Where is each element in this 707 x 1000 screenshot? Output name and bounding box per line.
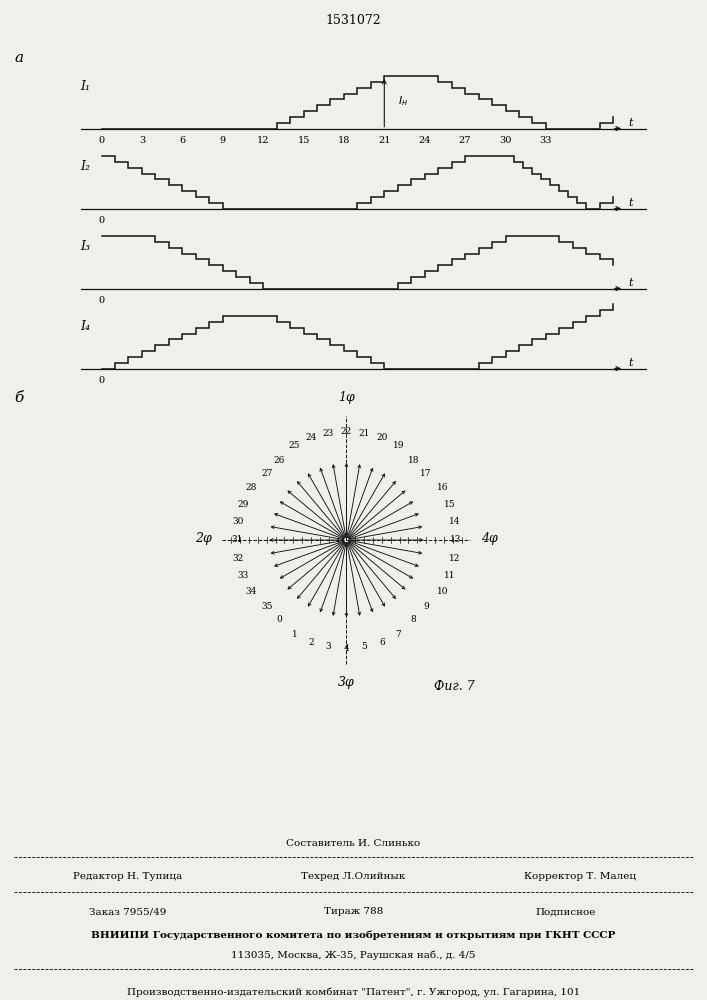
Text: t: t: [628, 198, 633, 208]
Text: 24: 24: [419, 136, 431, 145]
Text: 9: 9: [423, 602, 429, 611]
Text: Производственно-издательский комбинат "Патент", г. Ужгород, ул. Гагарина, 101: Производственно-издательский комбинат "П…: [127, 988, 580, 997]
Text: 10: 10: [436, 588, 448, 596]
Text: Редактор Н. Тупица: Редактор Н. Тупица: [73, 872, 182, 881]
Text: 19: 19: [392, 441, 404, 450]
Text: 18: 18: [407, 456, 419, 465]
Text: Составитель И. Слинько: Составитель И. Слинько: [286, 839, 421, 848]
Text: Тираж 788: Тираж 788: [324, 907, 383, 916]
Text: 25: 25: [288, 441, 300, 450]
Text: I₂: I₂: [81, 160, 90, 173]
Text: 22: 22: [341, 427, 352, 436]
Text: 34: 34: [245, 587, 257, 596]
Text: 14: 14: [449, 517, 460, 526]
Text: 20: 20: [376, 433, 387, 442]
Text: 2φ: 2φ: [195, 532, 212, 545]
Text: 27: 27: [261, 469, 272, 478]
Text: 3: 3: [139, 136, 145, 145]
Text: I₁: I₁: [81, 80, 90, 93]
Text: Подписное: Подписное: [535, 907, 596, 916]
Text: а: а: [14, 50, 23, 64]
Text: 4φ: 4φ: [481, 532, 498, 545]
Text: 0: 0: [98, 136, 105, 145]
Text: 17: 17: [421, 469, 432, 478]
Text: 33: 33: [539, 136, 552, 145]
Text: 2: 2: [308, 638, 314, 647]
Text: 6: 6: [180, 136, 185, 145]
Text: 0: 0: [98, 296, 105, 305]
Text: ВНИИПИ Государственного комитета по изобретениям и открытиям при ГКНТ СССР: ВНИИПИ Государственного комитета по изоб…: [91, 930, 616, 940]
Text: Фиг. 7: Фиг. 7: [434, 680, 475, 693]
Text: 32: 32: [233, 554, 244, 563]
Text: 1φ: 1φ: [338, 391, 355, 404]
Text: 33: 33: [238, 571, 249, 580]
Text: Корректор Т. Малец: Корректор Т. Малец: [524, 872, 636, 881]
Text: I₃: I₃: [81, 240, 90, 253]
Text: I₄: I₄: [81, 320, 90, 333]
Text: 16: 16: [436, 484, 448, 492]
Text: Техред Л.Олийнык: Техред Л.Олийнык: [301, 872, 406, 881]
Text: 29: 29: [238, 500, 249, 509]
Text: 27: 27: [459, 136, 472, 145]
Text: 13: 13: [450, 536, 462, 544]
Text: 1: 1: [291, 630, 298, 639]
Text: 0: 0: [98, 376, 105, 385]
Text: 30: 30: [499, 136, 512, 145]
Text: 3φ: 3φ: [338, 676, 355, 689]
Text: 0: 0: [276, 615, 283, 624]
Text: 21: 21: [378, 136, 390, 145]
Text: 113035, Москва, Ж-35, Раушская наб., д. 4/5: 113035, Москва, Ж-35, Раушская наб., д. …: [231, 951, 476, 960]
Text: 5: 5: [361, 642, 368, 651]
Text: 26: 26: [274, 456, 285, 465]
Text: 21: 21: [358, 429, 370, 438]
Text: 15: 15: [298, 136, 310, 145]
Text: 7: 7: [395, 630, 402, 639]
Text: t: t: [628, 278, 633, 288]
Text: 3: 3: [325, 642, 331, 651]
Text: 4: 4: [344, 644, 349, 653]
Text: 11: 11: [444, 571, 455, 580]
Text: 30: 30: [233, 517, 244, 526]
Text: t: t: [628, 118, 633, 128]
Text: t: t: [628, 358, 633, 368]
Text: 24: 24: [305, 433, 317, 442]
Text: 35: 35: [261, 602, 272, 611]
Text: 0: 0: [98, 216, 105, 225]
Text: 1531072: 1531072: [326, 14, 381, 27]
Text: 9: 9: [220, 136, 226, 145]
Text: 6: 6: [379, 638, 385, 647]
Text: 15: 15: [444, 500, 456, 509]
Text: 18: 18: [338, 136, 350, 145]
Text: $I_{н}$: $I_{н}$: [398, 94, 408, 108]
Text: 28: 28: [245, 484, 257, 492]
Text: 23: 23: [323, 429, 334, 438]
Text: 31: 31: [231, 536, 243, 544]
Text: 12: 12: [449, 554, 460, 563]
Text: 8: 8: [410, 615, 416, 624]
Text: Заказ 7955/49: Заказ 7955/49: [88, 907, 166, 916]
Text: б: б: [14, 390, 23, 404]
Text: 12: 12: [257, 136, 269, 145]
